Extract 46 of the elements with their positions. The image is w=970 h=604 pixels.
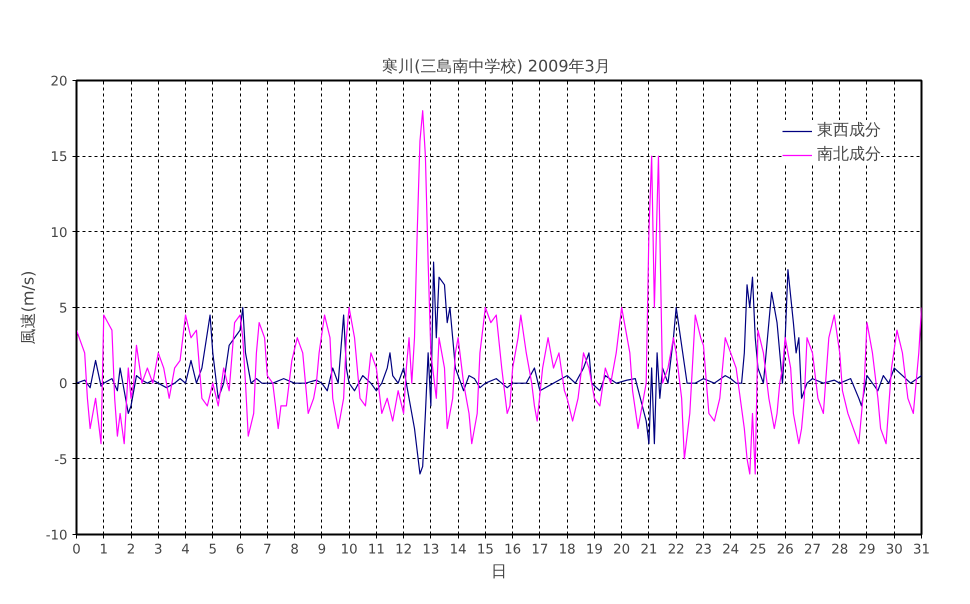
- x-tick-label: 2: [126, 542, 136, 558]
- y-axis-title: 風速(m/s): [18, 270, 38, 344]
- x-tick-label: 18: [558, 542, 576, 558]
- x-tick-label: 13: [422, 542, 440, 558]
- y-tick-label: 5: [59, 302, 68, 316]
- x-tick-label: 12: [395, 542, 412, 558]
- y-tick-label: -10: [46, 528, 68, 544]
- x-tick-label: 6: [236, 542, 244, 558]
- x-tick-label: 10: [340, 542, 358, 558]
- x-tick-label: 20: [613, 542, 630, 558]
- y-tick-label: 15: [50, 150, 68, 166]
- y-tick-label: 20: [50, 74, 68, 90]
- x-tick-label: 17: [531, 542, 548, 558]
- line-series: [76, 110, 922, 475]
- x-tick-label: 0: [72, 542, 81, 558]
- x-tick-label: 1: [100, 542, 108, 558]
- x-tick-label: 25: [749, 542, 766, 558]
- chart-title: 寒川(三島南中学校) 2009年3月: [382, 56, 611, 76]
- x-tick-label: 30: [886, 542, 903, 558]
- x-tick-label: 9: [318, 542, 326, 558]
- y-tick-label: -5: [54, 452, 68, 468]
- x-tick-label: 15: [476, 542, 494, 558]
- x-tick-label: 8: [290, 542, 299, 558]
- x-tick-label: 23: [694, 542, 712, 558]
- x-tick-label: 21: [640, 542, 658, 558]
- x-tick-label: 3: [154, 542, 163, 558]
- x-tick-label: 22: [668, 542, 685, 558]
- legend-label: 南北成分: [817, 144, 881, 165]
- y-tick-label: 0: [59, 377, 68, 392]
- x-tick-label: 5: [208, 542, 218, 558]
- x-tick-label: 4: [181, 542, 190, 558]
- x-tick-label: 19: [586, 542, 603, 558]
- x-tick-label: 16: [504, 542, 522, 558]
- x-tick-label: 7: [263, 542, 272, 558]
- x-tick-label: 29: [858, 542, 876, 558]
- x-axis-title: 日: [491, 562, 507, 580]
- line-series: [76, 262, 922, 475]
- legend-label: 東西成分: [817, 120, 881, 141]
- x-tick-label: 26: [776, 542, 794, 558]
- x-tick-label: 11: [368, 542, 385, 558]
- x-tick-label: 27: [804, 542, 821, 558]
- x-tick-label: 24: [722, 542, 740, 558]
- y-tick-label: 10: [50, 226, 68, 241]
- x-tick-label: 28: [831, 542, 848, 558]
- x-tick-label: 31: [913, 542, 930, 558]
- x-tick-label: 14: [450, 542, 467, 558]
